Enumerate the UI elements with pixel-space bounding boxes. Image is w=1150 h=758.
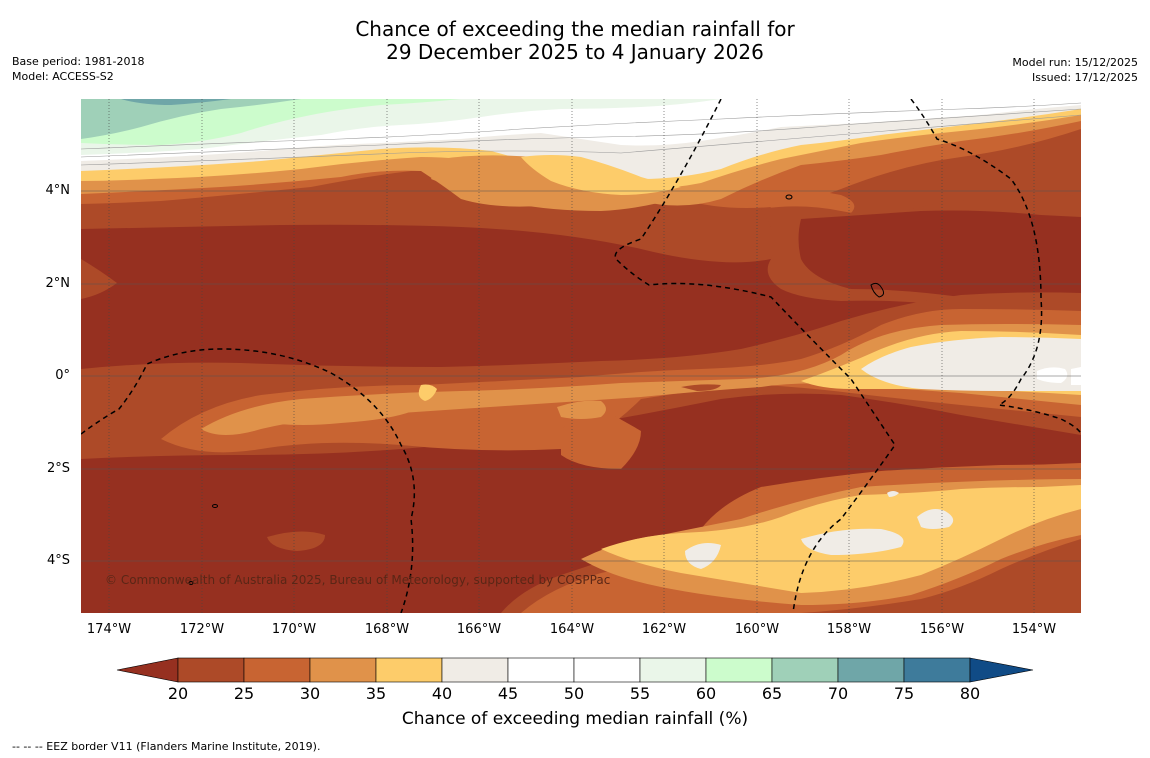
mid-equator-blob-25-30 xyxy=(561,409,641,469)
colorbar-tick-55: 55 xyxy=(629,684,651,703)
island-southwest xyxy=(212,504,218,508)
colorbar-tick-35: 35 xyxy=(365,684,387,703)
colorbar-tick-30: 30 xyxy=(299,684,321,703)
west-equator-blob-35-40 xyxy=(418,384,437,401)
colorbar-segment-75-80 xyxy=(903,657,971,683)
north-blob-30-35 xyxy=(431,155,681,211)
run-info: Model run: 15/12/2025 Issued: 17/12/2025 xyxy=(1012,55,1138,85)
eez-border-west xyxy=(81,348,416,613)
lon-label-156W: 156°W xyxy=(919,622,965,637)
rainfall-contours xyxy=(81,99,1081,613)
eez-footnote: -- -- -- EEZ border V11 (Flanders Marine… xyxy=(12,740,321,753)
equator-band-40-45 xyxy=(861,337,1081,391)
lat-label-2S: 2°S xyxy=(46,461,70,476)
north-band-contour-lines xyxy=(81,102,1081,166)
island-south xyxy=(188,581,194,585)
lon-label-172W: 172°W xyxy=(179,622,225,637)
southwest-blob-20-25 xyxy=(267,531,325,551)
colorbar-extend-low xyxy=(116,657,179,683)
model-run: Model run: 15/12/2025 xyxy=(1012,56,1138,69)
lon-label-162W: 162°W xyxy=(641,622,687,637)
lon-label-154W: 154°W xyxy=(1011,622,1057,637)
colorbar-tick-65: 65 xyxy=(761,684,783,703)
north-band-65-70 xyxy=(81,99,301,139)
equator-patch-45-50 xyxy=(1037,367,1068,383)
colorbar-segment-50-55 xyxy=(573,657,641,683)
colorbar-segment-65-70 xyxy=(771,657,839,683)
north-blob-35-40 xyxy=(521,155,681,195)
lon-label-164W: 164°W xyxy=(549,622,595,637)
colorbar-segment-60-65 xyxy=(705,657,773,683)
equator-sliver-20-25 xyxy=(681,384,721,391)
lon-label-168W: 168°W xyxy=(364,622,410,637)
base-period: Base period: 1981-2018 xyxy=(12,55,145,68)
colorbar-segment-70-75 xyxy=(837,657,905,683)
copyright-notice: © Commonwealth of Australia 2025, Bureau… xyxy=(105,573,611,587)
title-line-2: 29 December 2025 to 4 January 2026 xyxy=(386,40,764,64)
lat-label-4N: 4°N xyxy=(45,183,71,198)
island-north xyxy=(785,194,793,200)
lat-label-0: 0° xyxy=(55,368,70,383)
colorbar-tick-25: 25 xyxy=(233,684,255,703)
colorbar-extend-high xyxy=(969,657,1034,683)
issued-date: Issued: 17/12/2025 xyxy=(1031,71,1138,84)
model-info: Base period: 1981-2018 Model: ACCESS-S2 xyxy=(12,54,144,84)
west-equator-blob-30-35 xyxy=(241,398,421,425)
lon-label-160W: 160°W xyxy=(734,622,780,637)
colorbar-tick-60: 60 xyxy=(695,684,717,703)
colorbar-tick-75: 75 xyxy=(893,684,915,703)
colorbar-segment-40-45 xyxy=(441,657,509,683)
colorbar-title: Chance of exceeding median rainfall (%) xyxy=(401,709,749,729)
colorbar-tick-45: 45 xyxy=(497,684,519,703)
south-patch-40-45-west xyxy=(685,543,721,569)
eez-borders xyxy=(81,99,1081,613)
eez-border-east xyxy=(910,99,1081,436)
south-patch-40-45-dot xyxy=(887,491,899,497)
islands xyxy=(188,194,885,585)
graticule xyxy=(81,190,1081,562)
rainfall-map: © Commonwealth of Australia 2025, Bureau… xyxy=(81,99,1081,613)
eez-border-central xyxy=(614,99,896,613)
south-patch-40-45-mid xyxy=(801,528,904,555)
lat-label-2N: 2°N xyxy=(45,276,71,291)
map-title: Chance of exceeding the median rainfall … xyxy=(0,18,1150,64)
colorbar-tick-40: 40 xyxy=(431,684,453,703)
lon-label-174W: 174°W xyxy=(86,622,132,637)
colorbar-tick-70: 70 xyxy=(827,684,849,703)
northeast-core-below-20 xyxy=(798,210,1081,302)
colorbar-segment-55-60 xyxy=(639,657,707,683)
colorbar-tick-50: 50 xyxy=(563,684,585,703)
colorbar-segment-45-50 xyxy=(507,657,575,683)
equator-band-30-35 xyxy=(201,324,1081,435)
colorbar-tick-80: 80 xyxy=(959,684,981,703)
island-east-atoll xyxy=(870,282,885,298)
colorbar-segment-30-35 xyxy=(309,657,377,683)
mid-equator-blob-35-40 xyxy=(557,400,606,419)
colorbar-tick-20: 20 xyxy=(167,684,189,703)
lon-label-166W: 166°W xyxy=(456,622,502,637)
colorbar-segment-25-30 xyxy=(243,657,311,683)
model-name: Model: ACCESS-S2 xyxy=(12,70,114,83)
colorbar-segment-20-25 xyxy=(177,657,245,683)
south-patch-40-45-east xyxy=(917,509,954,529)
lat-label-4S: 4°S xyxy=(46,553,70,568)
colorbar-segment-35-40 xyxy=(375,657,443,683)
title-line-1: Chance of exceeding the median rainfall … xyxy=(355,17,795,41)
north-band-70-75 xyxy=(121,99,231,105)
west-edge-blob-20-25 xyxy=(81,259,117,299)
lon-label-170W: 170°W xyxy=(271,622,317,637)
lon-label-158W: 158°W xyxy=(826,622,872,637)
